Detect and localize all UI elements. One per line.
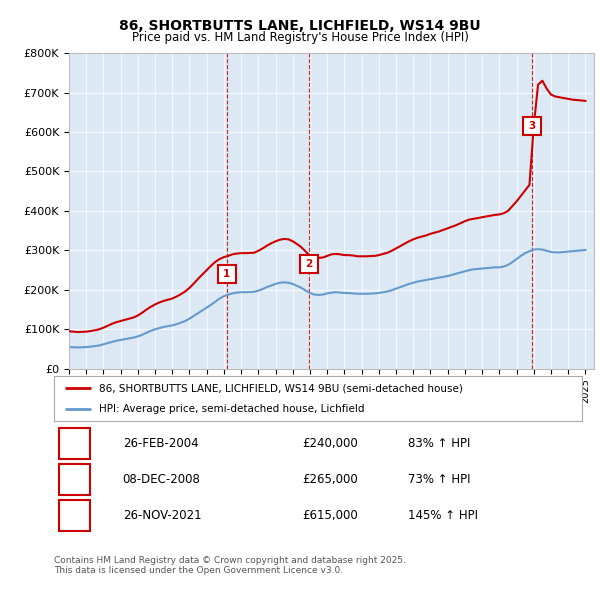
FancyBboxPatch shape [59, 500, 90, 530]
Text: 3: 3 [529, 121, 536, 131]
Text: £615,000: £615,000 [302, 509, 358, 522]
Text: HPI: Average price, semi-detached house, Lichfield: HPI: Average price, semi-detached house,… [99, 404, 364, 414]
Text: 26-FEB-2004: 26-FEB-2004 [122, 437, 198, 450]
Text: 26-NOV-2021: 26-NOV-2021 [122, 509, 201, 522]
Text: £240,000: £240,000 [302, 437, 358, 450]
FancyBboxPatch shape [59, 464, 90, 494]
Text: 2: 2 [305, 259, 313, 269]
Text: 08-DEC-2008: 08-DEC-2008 [122, 473, 200, 486]
Text: 73% ↑ HPI: 73% ↑ HPI [408, 473, 470, 486]
Text: 86, SHORTBUTTS LANE, LICHFIELD, WS14 9BU: 86, SHORTBUTTS LANE, LICHFIELD, WS14 9BU [119, 19, 481, 33]
Text: 1: 1 [70, 437, 79, 450]
Text: 86, SHORTBUTTS LANE, LICHFIELD, WS14 9BU (semi-detached house): 86, SHORTBUTTS LANE, LICHFIELD, WS14 9BU… [99, 384, 463, 394]
Text: 83% ↑ HPI: 83% ↑ HPI [408, 437, 470, 450]
Text: 1: 1 [223, 269, 230, 279]
Text: £265,000: £265,000 [302, 473, 358, 486]
Text: Contains HM Land Registry data © Crown copyright and database right 2025.
This d: Contains HM Land Registry data © Crown c… [54, 556, 406, 575]
Text: Price paid vs. HM Land Registry's House Price Index (HPI): Price paid vs. HM Land Registry's House … [131, 31, 469, 44]
Text: 2: 2 [70, 473, 79, 486]
Text: 3: 3 [70, 509, 79, 522]
FancyBboxPatch shape [59, 428, 90, 458]
Text: 145% ↑ HPI: 145% ↑ HPI [408, 509, 478, 522]
